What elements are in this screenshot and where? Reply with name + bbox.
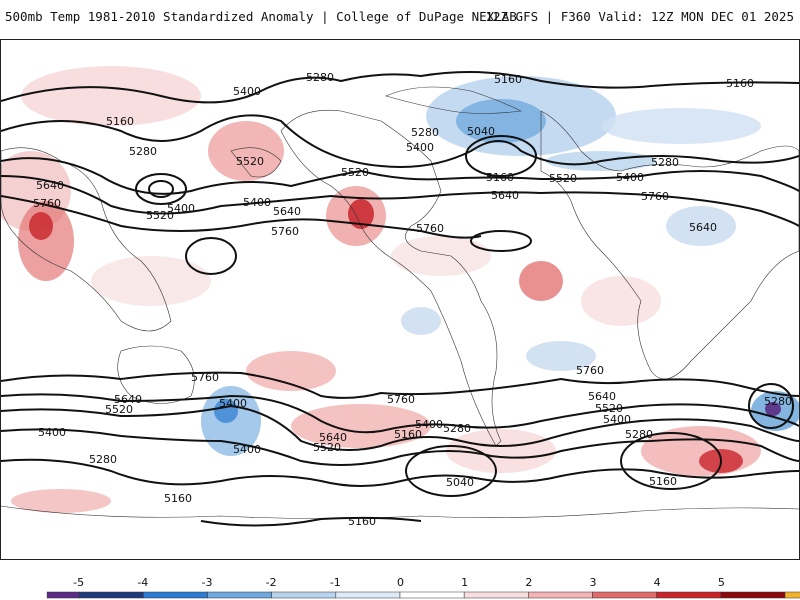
contour-label: 5640 — [689, 221, 717, 234]
contour-label: 5160 — [164, 492, 192, 505]
contour-label: 5640 — [491, 189, 519, 202]
colorbar-tick-label: -5 — [73, 576, 84, 589]
contour-label: 5760 — [271, 225, 299, 238]
contour-label: 5640 — [36, 179, 64, 192]
contour-label: 5520 — [313, 441, 341, 454]
contour-label: 5520 — [236, 155, 264, 168]
contour-label: 5760 — [641, 190, 669, 203]
map-title: 500mb Temp 1981-2010 Standardized Anomal… — [5, 9, 517, 24]
contour-label: 5160 — [649, 475, 677, 488]
colorbar-swatch — [656, 591, 722, 599]
contour-label: 5280 — [651, 156, 679, 169]
colorbar-swatches — [46, 591, 800, 599]
colorbar-tick-label: -1 — [330, 576, 341, 589]
colorbar-tick-label: -2 — [266, 576, 277, 589]
colorbar-tick-label: 3 — [590, 576, 597, 589]
map-svg: 5280 5160 5160 5400 5160 5280 5520 5640 … — [1, 66, 799, 528]
contour-label: 5760 — [191, 371, 219, 384]
contour-label: 5520 — [341, 166, 369, 179]
contour-label: 5520 — [549, 172, 577, 185]
colorbar-tick-label: 2 — [525, 576, 532, 589]
contour-label: 5040 — [467, 125, 495, 138]
contour-label: 5520 — [595, 402, 623, 415]
contour-label: 5640 — [273, 205, 301, 218]
contour-label: 5280 — [89, 453, 117, 466]
contour-label: 5400 — [616, 171, 644, 184]
colorbar-swatch — [528, 591, 593, 599]
contour-label: 5280 — [411, 126, 439, 139]
contour-label: 5760 — [33, 197, 61, 210]
contour-label: 5640 — [588, 390, 616, 403]
anomaly-shading — [1, 66, 799, 513]
contour-label: 5040 — [446, 476, 474, 489]
contour-label: 5280 — [306, 71, 334, 84]
colorbar-swatch — [335, 591, 401, 599]
contour-labels: 5280 5160 5160 5400 5160 5280 5520 5640 … — [33, 71, 792, 528]
colorbar-swatch — [399, 591, 465, 599]
contour-label: 5280 — [625, 428, 653, 441]
map-panel: 5280 5160 5160 5400 5160 5280 5520 5640 … — [0, 39, 800, 560]
colorbar-tick-label: 1 — [461, 576, 468, 589]
contour-label: 5400 — [415, 418, 443, 431]
colorbar-ticks: -5 -4 -3 -2 -1 0 1 2 3 4 5 — [73, 576, 725, 589]
contour-label: 5400 — [219, 397, 247, 410]
header-bar: 500mb Temp 1981-2010 Standardized Anomal… — [0, 0, 800, 34]
contour-label: 5280 — [129, 145, 157, 158]
contour-label: 5520 — [146, 209, 174, 222]
colorbar-tick-label: 5 — [718, 576, 725, 589]
contour-label: 5400 — [167, 202, 195, 215]
contour-label: 5640 — [319, 431, 347, 444]
colorbar-swatch — [463, 591, 529, 599]
contour-label: 5160 — [394, 428, 422, 441]
contour-label: 5400 — [603, 413, 631, 426]
contour-label: 5400 — [233, 443, 261, 456]
contour-label: 5400 — [406, 141, 434, 154]
colorbar-swatch — [46, 591, 80, 599]
height-contours — [1, 71, 799, 527]
colorbar-tick-label: -4 — [137, 576, 148, 589]
contour-label: 5760 — [416, 222, 444, 235]
contour-label: 5160 — [348, 515, 376, 528]
coastlines — [1, 86, 799, 519]
colorbar-swatch — [143, 591, 208, 599]
contour-label: 5160 — [106, 115, 134, 128]
colorbar-swatch — [784, 591, 800, 599]
colorbar: -5 -4 -3 -2 -1 0 1 2 3 4 5 — [46, 576, 800, 599]
colorbar-swatch — [207, 591, 272, 599]
colorbar-swatch — [271, 591, 337, 599]
contour-label: 5400 — [243, 196, 271, 209]
contour-label: 5160 — [726, 77, 754, 90]
contour-label: 5280 — [443, 422, 471, 435]
contour-label: 5760 — [576, 364, 604, 377]
contour-label: 5280 — [764, 395, 792, 408]
colorbar-tick-label: -3 — [202, 576, 213, 589]
colorbar-tick-label: 4 — [654, 576, 661, 589]
model-run-label: 12Z GFS | F360 Valid: 12Z MON DEC 01 202… — [485, 9, 794, 24]
colorbar-swatch — [592, 591, 657, 599]
contour-label: 5760 — [387, 393, 415, 406]
contour-label: 5640 — [114, 393, 142, 406]
contour-label: 5160 — [486, 171, 514, 184]
colorbar-tick-label: 0 — [397, 576, 404, 589]
contour-label: 5160 — [494, 73, 522, 86]
contour-label: 5400 — [233, 85, 261, 98]
colorbar-swatch — [720, 591, 786, 599]
contour-label: 5520 — [105, 403, 133, 416]
colorbar-swatch — [78, 591, 144, 599]
contour-label: 5400 — [38, 426, 66, 439]
